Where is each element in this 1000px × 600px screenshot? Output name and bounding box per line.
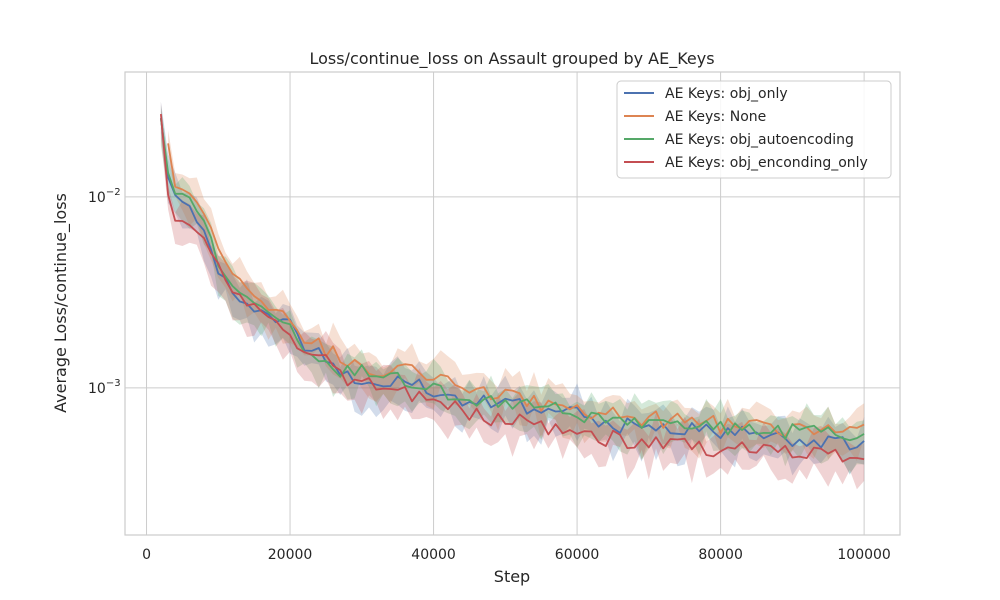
- x-tick-label: 20000: [268, 547, 313, 563]
- legend: AE Keys: obj_only AE Keys: None AE Keys:…: [616, 80, 892, 179]
- x-tick-labels: 0 20000 40000 60000 80000 100000: [142, 547, 891, 563]
- legend-label-obj-autoencoding: AE Keys: obj_autoencoding: [665, 132, 854, 148]
- series-line: [160, 118, 865, 442]
- confidence-bands: [160, 101, 865, 490]
- x-tick-label: 80000: [698, 547, 743, 563]
- confidence-band: [160, 104, 865, 474]
- series-line: [160, 117, 865, 451]
- grid-lines: [125, 72, 900, 535]
- y-tick-exponent: −3: [106, 378, 121, 389]
- legend-box: [616, 80, 892, 179]
- confidence-band: [160, 101, 865, 476]
- x-axis-label: Step: [494, 567, 530, 586]
- x-tick-label: 0: [142, 547, 151, 563]
- series-line: [160, 114, 865, 463]
- series-line: [167, 143, 865, 438]
- chart-title: Loss/continue_loss on Assault grouped by…: [309, 49, 714, 69]
- legend-label-obj-only: AE Keys: obj_only: [665, 86, 788, 102]
- x-tick-label: 60000: [555, 547, 600, 563]
- confidence-band: [160, 101, 865, 490]
- y-tick-exponent: −2: [106, 187, 121, 198]
- x-tick-label: 40000: [411, 547, 456, 563]
- legend-label-obj-enconding-only: AE Keys: obj_enconding_only: [665, 155, 868, 171]
- y-axis-label: Average Loss/continue_loss: [51, 193, 71, 413]
- plot-frame: [124, 71, 901, 536]
- confidence-band: [168, 130, 865, 461]
- y-tick-labels: 10−210−3: [88, 187, 121, 397]
- x-tick-label: 100000: [837, 547, 890, 563]
- series-lines: [160, 114, 865, 463]
- legend-label-none: AE Keys: None: [665, 109, 766, 125]
